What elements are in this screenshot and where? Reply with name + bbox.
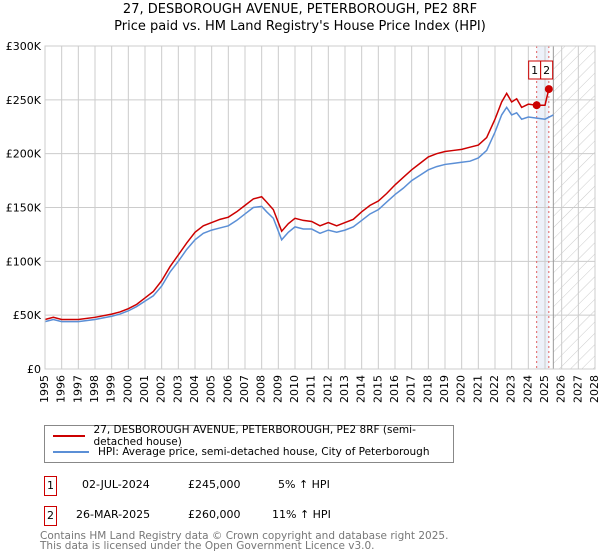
x-tick-label: 1999 xyxy=(105,375,118,403)
footer: Contains HM Land Registry data © Crown c… xyxy=(40,530,449,552)
y-tick-label: £150K xyxy=(6,202,42,215)
x-tick-label: 2013 xyxy=(338,375,351,403)
sale-point xyxy=(544,85,553,94)
x-tick-label: 2012 xyxy=(321,375,334,403)
x-tick-label: 1996 xyxy=(55,375,68,403)
sale-date: 26-MAR-2025 xyxy=(76,508,151,521)
x-tick-label: 2015 xyxy=(371,375,384,403)
x-tick-label: 2011 xyxy=(305,375,318,403)
hpi-line xyxy=(44,106,554,323)
x-tick-label: 2014 xyxy=(355,375,368,403)
sale-price: £260,000 xyxy=(188,508,241,521)
sale-price: £245,000 xyxy=(188,478,241,491)
sale-label: 2 xyxy=(543,64,550,77)
x-tick-label: 2005 xyxy=(205,375,218,403)
x-tick-label: 2004 xyxy=(188,375,201,403)
x-tick-label: 1998 xyxy=(88,375,101,403)
sale-label-box xyxy=(540,60,554,80)
sale-marker-badge: 2 xyxy=(44,506,57,526)
x-tick-label: 2007 xyxy=(238,375,251,403)
y-tick-label: £0 xyxy=(27,363,41,376)
footer-line-1: Contains HM Land Registry data © Crown c… xyxy=(40,530,449,542)
y-tick-label: £100K xyxy=(6,255,42,268)
x-tick-label: 2009 xyxy=(271,375,284,403)
x-tick-label: 2028 xyxy=(588,375,600,403)
x-tick-label: 2019 xyxy=(438,375,451,403)
x-tick-label: 2018 xyxy=(421,375,434,403)
sale-hpi-change: 11% ↑ HPI xyxy=(272,508,331,521)
property-price-line xyxy=(44,88,550,321)
x-tick-label: 2006 xyxy=(221,375,234,403)
x-tick-label: 2017 xyxy=(405,375,418,403)
x-tick-label: 2024 xyxy=(521,375,534,403)
y-tick-label: £250K xyxy=(6,94,42,107)
footer-line-2: This data is licensed under the Open Gov… xyxy=(40,540,375,552)
x-tick-label: 2025 xyxy=(538,375,551,403)
y-tick-label: £200K xyxy=(6,148,42,161)
sale-marker-badge: 1 xyxy=(44,476,57,496)
x-tick-label: 2023 xyxy=(505,375,518,403)
sale-date: 02-JUL-2024 xyxy=(82,478,150,491)
legend-swatch-property xyxy=(53,435,85,437)
plot-border xyxy=(44,45,596,370)
legend: 27, DESBOROUGH AVENUE, PETERBOROUGH, PE2… xyxy=(44,424,454,463)
x-tick-label: 2016 xyxy=(388,375,401,403)
x-tick-label: 2000 xyxy=(121,375,134,403)
sale-point xyxy=(532,101,541,110)
chart-subtitle: Price paid vs. HM Land Registry's House … xyxy=(114,19,486,34)
x-tick-label: 2001 xyxy=(138,375,151,403)
x-tick-label: 1997 xyxy=(71,375,84,403)
sale-label: 1 xyxy=(531,64,538,77)
chart-title: 27, DESBOROUGH AVENUE, PETERBOROUGH, PE2… xyxy=(122,2,478,17)
y-tick-label: £300K xyxy=(6,40,42,53)
x-tick-label: 2021 xyxy=(471,375,484,403)
x-tick-label: 2002 xyxy=(155,375,168,403)
y-tick-label: £50K xyxy=(13,309,42,322)
legend-swatch-hpi xyxy=(53,451,89,453)
legend-label-hpi: HPI: Average price, semi-detached house,… xyxy=(98,446,430,458)
x-tick-label: 2008 xyxy=(255,375,268,403)
plot-area: 1995 1996 1997 1998 1999 2000 2001 2002 2003 2004… xyxy=(6,40,600,403)
x-tick-label: 2020 xyxy=(455,375,468,403)
x-tick-label: 2027 xyxy=(571,375,584,403)
x-tick-label: 2010 xyxy=(288,375,301,403)
x-tick-label: 2003 xyxy=(171,375,184,403)
legend-label-property: 27, DESBOROUGH AVENUE, PETERBOROUGH, PE2… xyxy=(93,424,416,448)
x-tick-label: 1995 xyxy=(38,375,51,403)
x-tick-label: 2022 xyxy=(488,375,501,403)
x-tick-label: 2026 xyxy=(555,375,568,403)
sale-hpi-change: 5% ↑ HPI xyxy=(278,478,330,491)
